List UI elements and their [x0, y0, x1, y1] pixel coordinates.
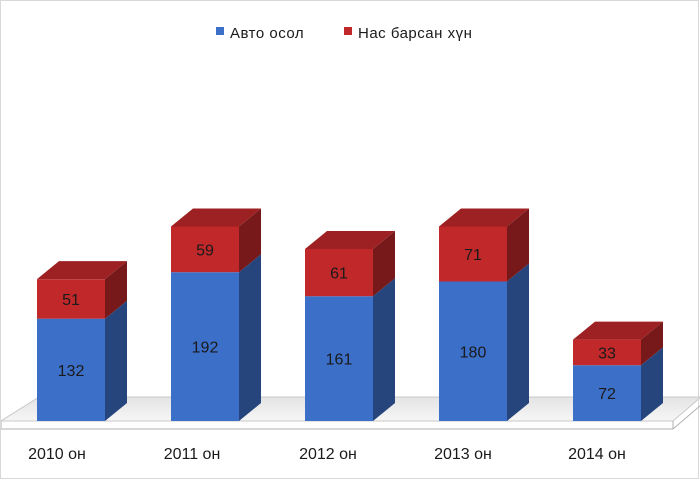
bar-top-face — [305, 230, 395, 249]
x-tick-label: 2013 он — [434, 446, 492, 463]
data-label: 180 — [460, 344, 487, 361]
bar-segment-series-0 — [37, 318, 105, 421]
x-axis-labels: 2010 он 2011 он 2012 он 2013 он 2014 он — [28, 446, 626, 463]
bar-side-series-0 — [105, 300, 127, 421]
bar-side-series-0 — [373, 278, 395, 421]
bar-segment-series-0 — [439, 281, 507, 421]
bar-side-series-1 — [641, 321, 663, 366]
legend: Авто осол Нас барсан хүн — [216, 25, 472, 42]
bar-side-series-1 — [239, 208, 261, 273]
data-label: 59 — [196, 242, 214, 259]
bar-top-face — [439, 208, 529, 227]
data-label: 72 — [598, 386, 616, 403]
bar-segment-series-1 — [439, 226, 507, 282]
data-label: 71 — [464, 247, 482, 264]
data-label: 51 — [62, 292, 80, 309]
data-label: 192 — [192, 340, 219, 357]
bar-side-series-0 — [507, 263, 529, 421]
legend-swatch-series-1 — [344, 27, 352, 35]
bar-side-series-1 — [105, 261, 127, 319]
legend-label-series-1: Нас барсан хүн — [358, 25, 472, 42]
x-tick-label: 2011 он — [164, 446, 221, 463]
bar-segment-series-0 — [573, 365, 641, 421]
bar-segment-series-0 — [305, 296, 373, 421]
bar-segment-series-1 — [37, 279, 105, 319]
x-tick-label: 2012 он — [299, 446, 357, 463]
bar-segment-series-1 — [171, 226, 239, 273]
x-tick-label: 2014 он — [568, 446, 626, 463]
data-label: 61 — [330, 266, 348, 283]
legend-swatch-series-0 — [216, 27, 224, 35]
bar-side-series-0 — [239, 254, 261, 421]
data-label: 161 — [326, 352, 353, 369]
legend-label-series-0: Авто осол — [230, 25, 304, 42]
bars-group: 132 51 192 59 161 61 180 71 72 33 — [37, 208, 663, 421]
x-tick-label: 2010 он — [28, 446, 86, 463]
bar-segment-series-1 — [305, 248, 373, 297]
bar-side-series-0 — [641, 347, 663, 421]
bar-side-series-1 — [373, 230, 395, 297]
data-label: 132 — [58, 363, 85, 380]
bar-top-face — [37, 261, 127, 280]
bar-top-face — [171, 208, 261, 227]
bar-side-series-1 — [507, 208, 529, 282]
bar-top-face — [573, 321, 663, 340]
bar-segment-series-0 — [171, 272, 239, 421]
bar-segment-series-1 — [573, 339, 641, 366]
data-label: 33 — [598, 345, 616, 362]
